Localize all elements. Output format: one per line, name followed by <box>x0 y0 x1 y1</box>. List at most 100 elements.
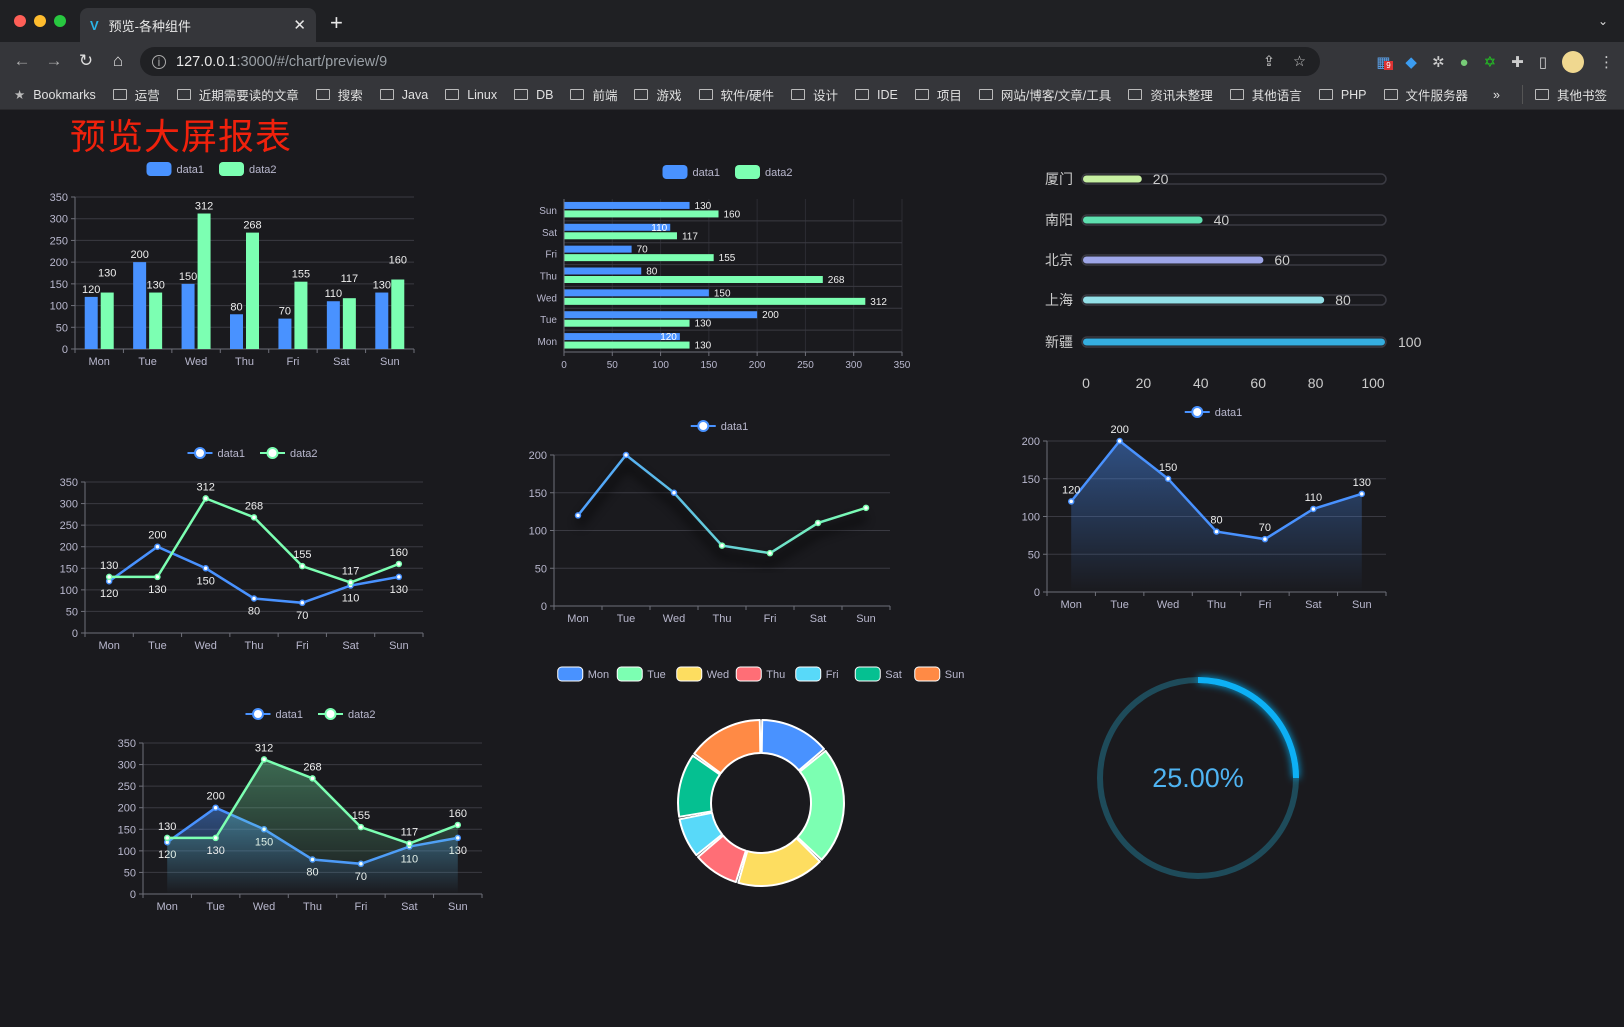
legend-item-sun[interactable]: Sun <box>914 666 965 682</box>
chart-legend: data1 <box>690 420 749 433</box>
bookmarks-overflow-button[interactable]: » <box>1493 87 1500 102</box>
point-value-label: 130 <box>206 845 224 857</box>
legend-item-data1[interactable]: data1 <box>1184 406 1243 419</box>
extension-icon[interactable]: ✲ <box>1431 54 1445 71</box>
address-bar[interactable]: i 127.0.0.1 :3000/#/chart/preview/9 ⇪ ☆ <box>140 47 1320 76</box>
side-panel-icon[interactable]: ▯ <box>1538 54 1547 71</box>
y-tick-label: 100 <box>50 301 68 313</box>
donut-slice-mon[interactable] <box>760 719 825 772</box>
ring-percent-label: 25.00% <box>1152 763 1244 793</box>
legend-item-data2[interactable]: data2 <box>260 447 318 460</box>
gem-extension-icon[interactable]: ◆ <box>1405 54 1417 71</box>
minimize-window-button[interactable] <box>34 15 46 27</box>
x-tick-label: Sun <box>1352 599 1372 611</box>
legend-item-data2[interactable]: data2 <box>735 165 793 179</box>
progress-fill <box>1083 256 1264 264</box>
bookmark-folder[interactable]: 近期需要读的文章 <box>176 85 299 104</box>
data-point <box>766 549 774 557</box>
bookmark-folder[interactable]: 游戏 <box>634 85 682 104</box>
legend-item-sat[interactable]: Sat <box>854 666 902 682</box>
donut-slice-wed[interactable] <box>737 837 821 887</box>
city-label: 上海 <box>1045 292 1073 308</box>
bookmark-folder[interactable]: PHP <box>1318 88 1367 102</box>
bookmark-folder[interactable]: 软件/硬件 <box>698 85 774 104</box>
folder-icon <box>570 89 585 100</box>
forward-icon[interactable]: → <box>45 51 63 70</box>
menu-kebab-icon[interactable]: ⋮ <box>1599 54 1614 71</box>
bookmark-folder[interactable]: 搜索 <box>315 85 363 104</box>
maximize-window-button[interactable] <box>54 15 66 27</box>
bar-value-label: 268 <box>828 275 845 286</box>
back-icon[interactable]: ← <box>13 51 31 70</box>
data-point <box>212 834 219 842</box>
tab-bar: V 预览-各种组件 ✕ + ⌄ <box>0 0 1624 42</box>
bookmark-label: 近期需要读的文章 <box>198 89 299 103</box>
legend-item-data1[interactable]: data1 <box>187 447 246 460</box>
donut-slice-tue[interactable] <box>796 749 845 861</box>
legend-item-fri[interactable]: Fri <box>795 666 839 682</box>
legend-item-data2[interactable]: data2 <box>318 708 376 721</box>
browser-tab[interactable]: V 预览-各种组件 ✕ <box>80 8 316 42</box>
donut-slice-sun[interactable] <box>693 719 762 775</box>
new-tab-button[interactable]: + <box>330 10 343 35</box>
site-info-icon[interactable]: i <box>152 54 166 69</box>
legend-item-data1[interactable]: data1 <box>690 420 749 433</box>
window-controls <box>14 15 66 27</box>
bookmark-folder[interactable]: 运营 <box>112 85 160 104</box>
legend-item-thu[interactable]: Thu <box>735 666 785 682</box>
folder-icon <box>1229 89 1244 100</box>
point-value-label: 200 <box>1110 424 1128 436</box>
x-tick-label: 50 <box>607 360 619 371</box>
legend-item-mon[interactable]: Mon <box>557 666 609 682</box>
extension-icon[interactable]: ✡ <box>1483 54 1497 71</box>
bar-value-label: 117 <box>341 273 359 285</box>
city-label: 新疆 <box>1045 334 1073 350</box>
bookmark-folder[interactable]: 设计 <box>790 85 838 104</box>
donut-slice-thu[interactable] <box>697 834 747 884</box>
bookmark-folder[interactable]: 项目 <box>914 85 962 104</box>
other-bookmarks-folder[interactable]: 其他书签 <box>1521 85 1607 104</box>
legend-label: data1 <box>1215 407 1243 419</box>
bookmark-folder[interactable]: 资讯未整理 <box>1128 85 1213 104</box>
x-tick-label: 300 <box>845 360 862 371</box>
bookmarks-manager[interactable]: ★ Bookmarks <box>14 87 96 103</box>
bookmark-folder[interactable]: Java <box>379 88 428 102</box>
puzzle-icon[interactable]: ✚ <box>1511 54 1524 71</box>
bookmark-folder[interactable]: 其他语言 <box>1229 85 1302 104</box>
extension-icon[interactable]: ● <box>1459 53 1469 71</box>
close-window-button[interactable] <box>14 15 26 27</box>
legend-item-data2[interactable]: data2 <box>219 162 277 176</box>
bookmark-folder[interactable]: DB <box>514 88 553 102</box>
y-tick-label: 100 <box>60 585 78 597</box>
tab-search-chevron-icon[interactable]: ⌄ <box>1597 14 1608 28</box>
legend-item-data1[interactable]: data1 <box>245 708 304 721</box>
bar-value-label: 155 <box>719 253 736 264</box>
donut-slice-sat[interactable] <box>677 754 721 818</box>
bar <box>564 201 690 209</box>
reload-icon[interactable]: ↻ <box>78 51 94 70</box>
donut-slice-fri[interactable] <box>678 811 724 857</box>
y-tick-label: 0 <box>1034 587 1040 599</box>
bookmark-star-icon[interactable]: ☆ <box>1293 53 1306 70</box>
x-tick-label: 100 <box>1361 375 1385 391</box>
legend-item-wed[interactable]: Wed <box>676 666 729 682</box>
home-icon[interactable]: ⌂ <box>112 51 124 70</box>
x-tick-label: Fri <box>296 640 309 652</box>
bookmark-folder[interactable]: 网站/博客/文章/工具 <box>978 85 1111 104</box>
data-point <box>862 504 870 512</box>
folder-icon <box>914 89 929 100</box>
bookmark-folder[interactable]: IDE <box>855 88 898 102</box>
close-tab-icon[interactable]: ✕ <box>293 17 306 34</box>
point-value-label: 117 <box>401 827 419 839</box>
legend-item-data1[interactable]: data1 <box>146 162 205 176</box>
avatar[interactable] <box>1562 51 1584 73</box>
legend-item-tue[interactable]: Tue <box>616 666 666 682</box>
bookmark-folder[interactable]: 文件服务器 <box>1383 85 1468 104</box>
extension-icon[interactable]: ▦9 <box>1376 53 1393 71</box>
bookmark-folder[interactable]: Linux <box>445 88 497 102</box>
bookmark-folder[interactable]: 前端 <box>570 85 617 104</box>
bookmark-label: 其他语言 <box>1251 89 1302 103</box>
share-icon[interactable]: ⇪ <box>1262 53 1275 70</box>
legend-item-data1[interactable]: data1 <box>662 165 721 179</box>
bar-value-label: 130 <box>695 341 712 352</box>
